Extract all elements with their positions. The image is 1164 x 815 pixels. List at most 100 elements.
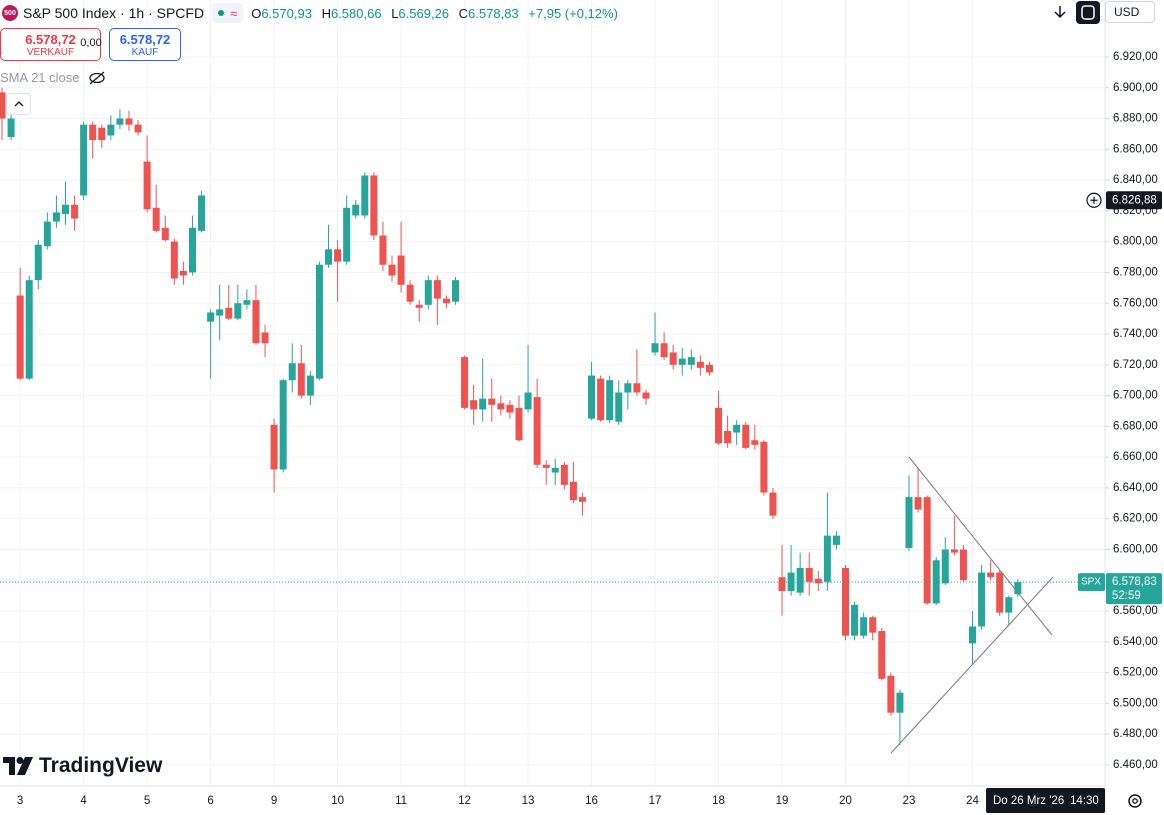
candle-body [615, 392, 623, 422]
high-value: 6.580,66 [330, 5, 382, 21]
candle-body [642, 392, 650, 399]
candle-body [415, 304, 423, 308]
button-bg [1076, 1, 1100, 24]
candle-body [733, 424, 741, 433]
candle-body [452, 280, 459, 302]
y-tick-label: 6.480,00 [1113, 728, 1158, 740]
candle-body [805, 567, 813, 582]
y-tick-label: 6.520,00 [1113, 667, 1158, 679]
candle-body [987, 572, 995, 578]
hidden-icon[interactable] [88, 71, 106, 85]
candle-body [470, 400, 478, 410]
download-button[interactable] [1054, 6, 1066, 19]
market-open-dot [218, 10, 225, 16]
y-tick-label: 6.680,00 [1113, 420, 1158, 432]
y-tick-label: 6.500,00 [1113, 697, 1158, 709]
candle-body [288, 363, 296, 381]
candle-body [225, 307, 233, 319]
candle-body [878, 631, 886, 679]
buy-label: KAUF [131, 46, 159, 58]
sell-label: VERKAUF [26, 46, 75, 58]
y-tick-label: 6.880,00 [1113, 113, 1158, 125]
change: +7,95 (+0,12%) [528, 5, 618, 21]
buy-price: 6.578,72 [119, 31, 171, 47]
fullscreen-button[interactable] [1076, 1, 1100, 24]
candle-body [533, 397, 541, 465]
candle-body [461, 357, 469, 408]
candle-body [787, 572, 795, 592]
last-price-tag [1106, 573, 1162, 605]
indicator-name[interactable]: SMA 21 close [0, 70, 80, 85]
candle-body [896, 692, 904, 713]
candle-body [161, 227, 169, 241]
y-tick-label: 6.800,00 [1113, 236, 1158, 248]
x-tick-label: 13 [522, 795, 535, 807]
candle-body [7, 118, 15, 137]
candle-body [560, 464, 568, 485]
candle-body [315, 264, 323, 379]
settings-icon[interactable] [1128, 794, 1142, 808]
candle-body [851, 604, 859, 636]
x-tick-label: 3 [17, 795, 23, 807]
candle-body [551, 467, 559, 473]
candle-body [769, 492, 777, 516]
eye [88, 72, 105, 83]
candle-body [170, 241, 178, 279]
collapse-button[interactable] [6, 93, 31, 115]
candle-body [950, 549, 958, 553]
candle-body [252, 300, 260, 344]
crosshair-price-label: 6.826,88 [1112, 194, 1157, 206]
open-label: O [251, 5, 262, 21]
y-tick-label: 6.460,00 [1113, 759, 1158, 771]
candle-body [705, 364, 713, 373]
candle-body [243, 300, 251, 305]
brand-logo [3, 757, 33, 775]
candle-body [116, 118, 124, 125]
x-tick-label: 4 [80, 795, 87, 807]
y-tick-label: 6.660,00 [1113, 451, 1158, 463]
candle-body [687, 357, 695, 365]
candle-body [524, 392, 532, 410]
candle-body [152, 207, 160, 231]
candle-body [89, 124, 97, 141]
candles [0, 87, 1022, 745]
last-price-label: 6.578,83 [1112, 576, 1157, 588]
candle-body [742, 424, 750, 448]
candle-body [125, 118, 133, 125]
candle-body [515, 407, 523, 441]
candle-body [279, 380, 287, 470]
candle-body [406, 284, 414, 302]
candle-body [261, 332, 269, 344]
candle-body [361, 175, 369, 216]
candle-body [0, 92, 6, 119]
brand: TradingView [3, 754, 162, 778]
trend-line [890, 576, 1054, 754]
candle-body [497, 403, 505, 410]
candle-body [424, 280, 432, 305]
x-tick-label: 5 [144, 795, 150, 807]
y-tick-label: 6.840,00 [1113, 174, 1158, 186]
candle-body [442, 298, 450, 304]
candle-body [724, 430, 732, 444]
candle-body [624, 383, 632, 393]
candle-body [334, 249, 342, 262]
candle-body [433, 280, 441, 299]
gear [1128, 794, 1142, 808]
candle-body [597, 378, 605, 421]
currency-select[interactable]: USD [1105, 1, 1155, 23]
x-tick-label: 9 [271, 795, 277, 807]
candle-body [696, 361, 704, 368]
buy-button[interactable]: 6.578,72 KAUF [109, 28, 181, 61]
y-tick-label: 6.720,00 [1113, 359, 1158, 371]
candle-body [633, 383, 641, 393]
candle-body [669, 352, 677, 365]
candle-body [25, 280, 33, 379]
candle-body [832, 535, 840, 545]
sell-button[interactable]: 6.578,72 VERKAUF [0, 28, 101, 61]
y-tick-label: 6.860,00 [1113, 143, 1158, 155]
candle-body [715, 407, 723, 444]
candle-body [651, 343, 659, 353]
candle-body [760, 441, 768, 493]
candle-body [143, 161, 151, 210]
status[interactable]: ≈ [212, 3, 244, 23]
